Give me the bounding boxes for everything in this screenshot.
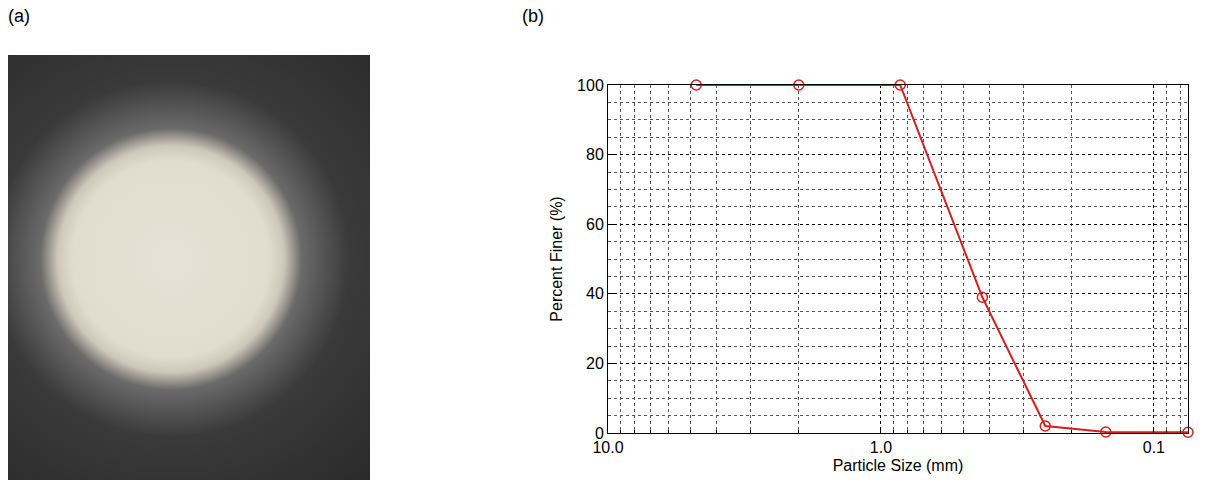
- svg-text:100: 100: [577, 77, 604, 94]
- svg-text:20: 20: [586, 355, 604, 372]
- html-text:(b): (b): [522, 6, 544, 26]
- svg-text:40: 40: [586, 285, 604, 302]
- svg-text:0.1: 0.1: [1143, 439, 1165, 456]
- svg-text:60: 60: [586, 216, 604, 233]
- html-text:(a): (a): [8, 6, 30, 26]
- svg-text:Percent Finer (%): Percent Finer (%): [548, 196, 565, 321]
- svg-text:10.0: 10.0: [592, 439, 623, 456]
- svg-text:0: 0: [595, 425, 604, 442]
- svg-text:Particle Size (mm): Particle Size (mm): [833, 457, 964, 474]
- svg-text:1.0: 1.0: [870, 439, 892, 456]
- svg-text:80: 80: [586, 146, 604, 163]
